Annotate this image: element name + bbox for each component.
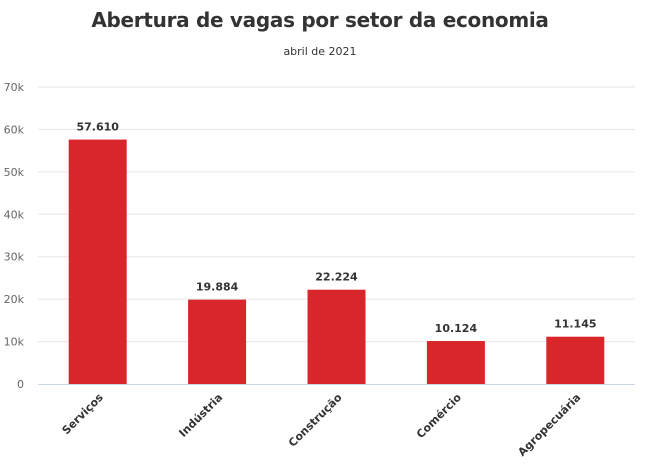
y-tick-label: 0 — [17, 378, 24, 391]
x-tick-label: Construção — [286, 391, 345, 450]
bar-construção[interactable] — [307, 289, 366, 384]
data-label: 10.124 — [435, 322, 478, 335]
y-tick-label: 70k — [4, 81, 25, 94]
data-label: 22.224 — [315, 271, 358, 284]
chart-subtitle: abril de 2021 — [283, 45, 357, 58]
y-tick-label: 40k — [4, 208, 25, 221]
y-tick-label: 20k — [4, 293, 25, 306]
bar-comércio[interactable] — [426, 341, 485, 384]
bar-indústria[interactable] — [188, 299, 247, 384]
data-label: 11.145 — [554, 318, 596, 331]
y-tick-label: 10k — [4, 336, 25, 349]
y-tick-label: 50k — [4, 166, 25, 179]
data-label: 19.884 — [196, 281, 239, 294]
x-tick-label: Serviços — [60, 391, 107, 438]
data-label: 57.610 — [76, 121, 119, 134]
bar-agropecuária[interactable] — [546, 336, 605, 384]
bar-serviços[interactable] — [68, 139, 127, 384]
chart-title: Abertura de vagas por setor da economia — [91, 8, 549, 32]
y-tick-label: 60k — [4, 123, 25, 136]
x-tick-label: Comércio — [414, 391, 464, 441]
y-tick-label: 30k — [4, 251, 25, 264]
x-tick-label: Indústria — [176, 391, 225, 440]
x-tick-label: Agropecuária — [515, 391, 583, 459]
